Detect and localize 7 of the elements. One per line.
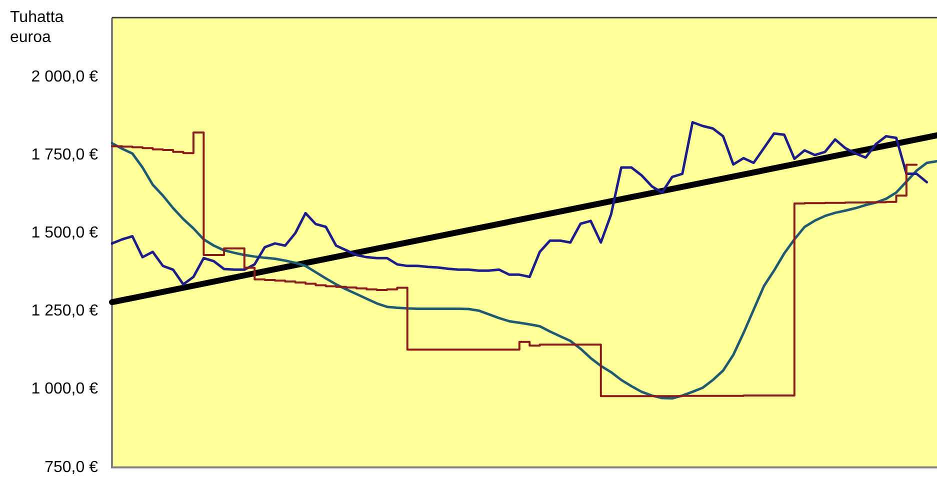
y-tick-label: 1 500,0 € (31, 224, 98, 242)
y-tick-label: 2 000,0 € (31, 68, 98, 86)
y-axis-title: Tuhatta euroa (10, 8, 65, 48)
y-tick-label: 1 750,0 € (31, 146, 98, 164)
y-tick-label: 1 250,0 € (31, 302, 98, 320)
y-tick-label: 1 000,0 € (31, 380, 98, 398)
y-tick-label: 750,0 € (44, 458, 98, 476)
